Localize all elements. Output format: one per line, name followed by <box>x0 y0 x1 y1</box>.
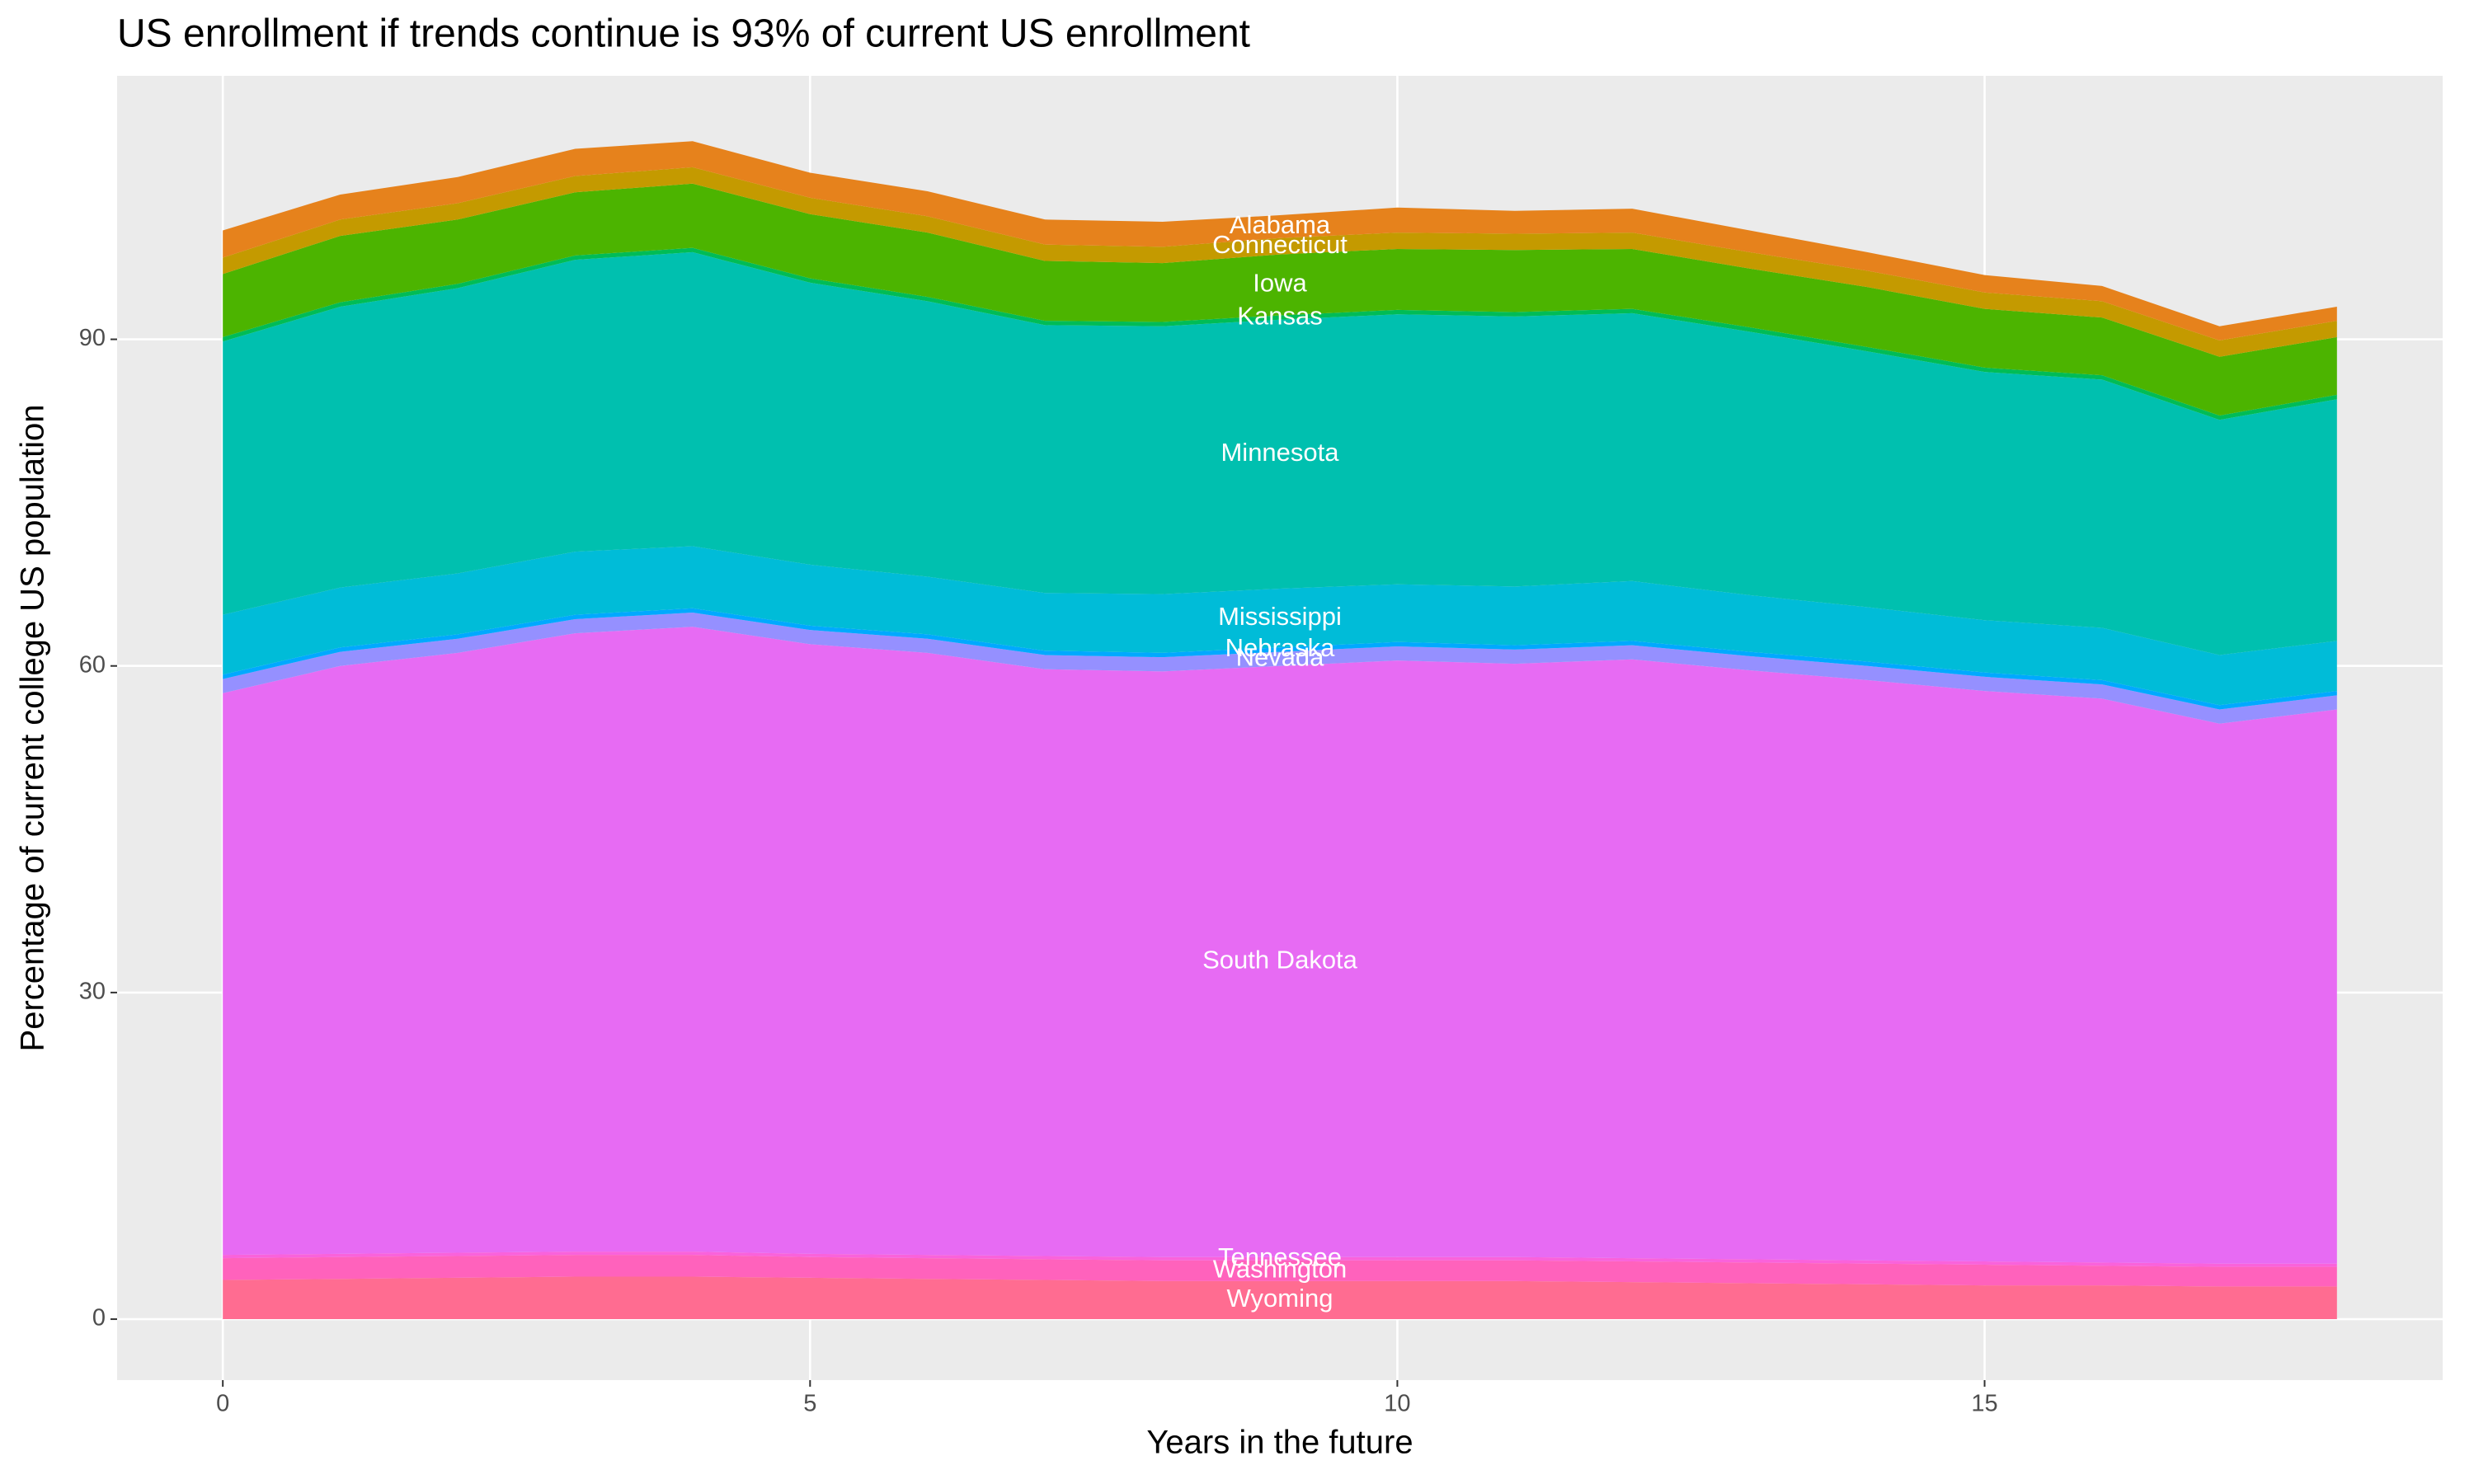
area-label: Alabama <box>1230 210 1331 239</box>
area <box>223 627 2337 1264</box>
area-label: South Dakota <box>1202 945 1358 974</box>
area-label: Nevada <box>1236 642 1325 671</box>
area-label: Iowa <box>1253 269 1307 298</box>
y-axis-title: Percentage of current college US populat… <box>15 405 51 1052</box>
y-tick-label: 60 <box>79 651 106 678</box>
area-label: Mississippi <box>1218 602 1342 631</box>
x-tick-label: 5 <box>803 1391 816 1417</box>
area <box>223 1252 2337 1267</box>
areas <box>223 141 2337 1320</box>
area-label: Wyoming <box>1227 1284 1333 1313</box>
x-tick-label: 0 <box>216 1391 229 1417</box>
area-label: Washington <box>1213 1254 1348 1283</box>
x-tick-label: 15 <box>1971 1391 1997 1417</box>
area <box>223 1276 2337 1320</box>
y-tick-label: 0 <box>92 1305 106 1331</box>
area <box>223 1255 2337 1287</box>
area <box>223 546 2337 706</box>
x-tick-label: 10 <box>1384 1391 1410 1417</box>
y-tick-label: 90 <box>79 325 106 351</box>
x-axis-title: Years in the future <box>1146 1425 1413 1461</box>
area-label: Tennessee <box>1218 1242 1342 1271</box>
area-label: Minnesota <box>1221 438 1339 467</box>
area <box>223 183 2337 416</box>
area <box>223 251 2337 655</box>
area-label: Connecticut <box>1212 230 1348 259</box>
chart-title: US enrollment if trends continue is 93% … <box>117 12 1250 56</box>
area-label: Nebraska <box>1225 633 1335 662</box>
area-label: Kansas <box>1237 301 1322 330</box>
axes: 0 30 60 90 0 5 10 15 <box>79 325 1998 1416</box>
y-tick-label: 30 <box>79 979 106 1005</box>
